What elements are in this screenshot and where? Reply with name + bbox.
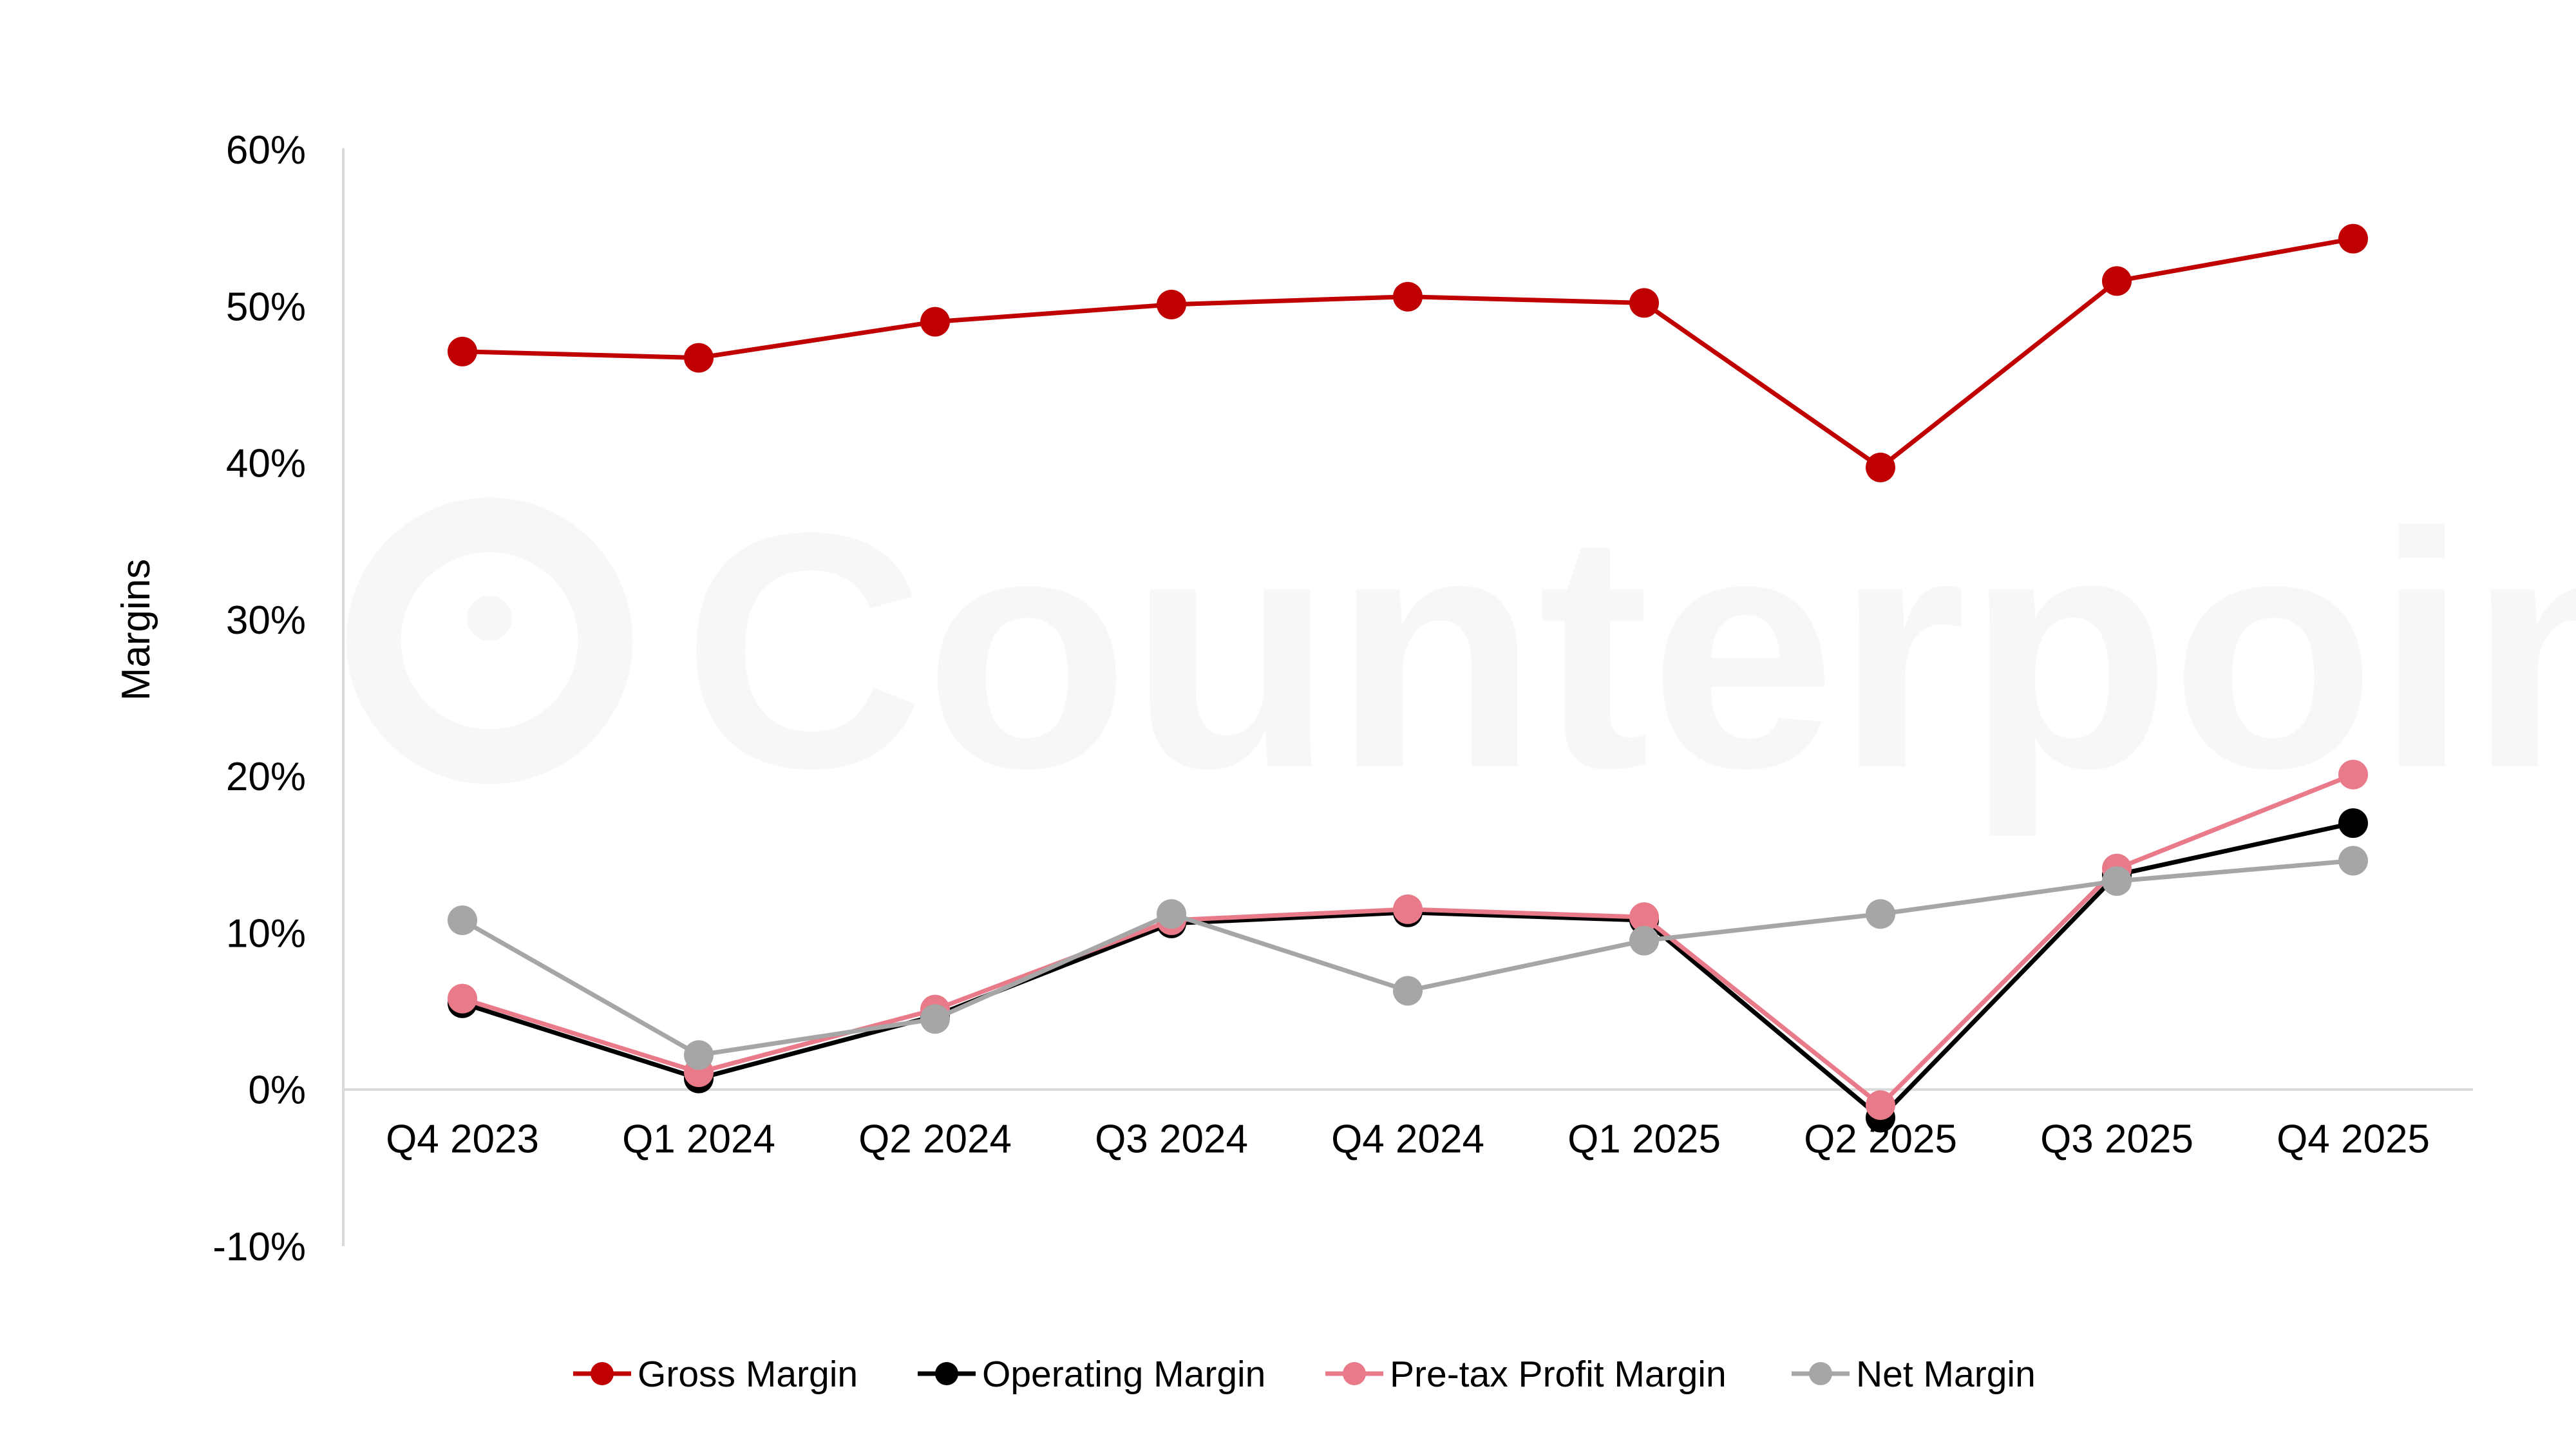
legend-label: Pre-tax Profit Margin [1390, 1354, 1727, 1395]
series-gross-margin [448, 223, 2368, 482]
x-tick-label: Q1 2025 [1567, 1117, 1721, 1162]
data-point [2102, 266, 2132, 296]
watermark-logo-ring [346, 497, 633, 784]
y-tick-label: 0% [248, 1068, 306, 1113]
data-point [1393, 281, 1423, 312]
y-tick-label: 60% [226, 128, 306, 173]
x-tick-label: Q3 2024 [1095, 1117, 1248, 1162]
legend-item: Net Margin [1792, 1354, 2036, 1395]
legend-item: Gross Margin [573, 1354, 858, 1395]
data-point [920, 1004, 950, 1034]
data-point [2338, 846, 2368, 876]
data-point [448, 905, 477, 935]
series-line [460, 236, 2356, 470]
data-point [684, 343, 714, 373]
data-point [920, 307, 950, 337]
x-tick-label: Q4 2025 [2277, 1117, 2430, 1162]
legend-item: Operating Margin [918, 1354, 1265, 1395]
legend-marker [1809, 1362, 1832, 1385]
x-tick-label: Q2 2024 [858, 1117, 1012, 1162]
legend-label: Gross Margin [638, 1354, 858, 1395]
x-tick-label: Q1 2024 [622, 1117, 775, 1162]
data-point [1629, 288, 1659, 318]
legend-label: Net Margin [1856, 1354, 2036, 1395]
watermark: Counterpoint [346, 464, 2576, 840]
data-point [1866, 899, 1895, 929]
watermark-text: Counterpoint [683, 464, 2576, 840]
data-point [448, 983, 477, 1014]
legend-label: Operating Margin [982, 1354, 1265, 1395]
series-layer [448, 223, 2368, 1133]
x-tick-label: Q4 2023 [386, 1117, 539, 1162]
y-tick-label: 30% [226, 598, 306, 643]
x-tick-labels: Q4 2023 Q1 2024 Q2 2024 Q3 2024 Q4 2024 Q1 20… [386, 1117, 2430, 1162]
data-point [2338, 223, 2368, 254]
legend: Gross Margin Operating Margin Pre-tax Prof… [573, 1354, 2036, 1395]
y-tick-label: 50% [226, 285, 306, 329]
data-point [2102, 866, 2132, 896]
x-tick-label: Q3 2025 [2040, 1117, 2193, 1162]
data-point [1393, 894, 1423, 924]
legend-marker [591, 1362, 614, 1385]
legend-item: Pre-tax Profit Margin [1325, 1354, 1727, 1395]
data-point [2338, 808, 2368, 838]
y-tick-label: 40% [226, 442, 306, 486]
watermark-logo-dot [467, 596, 512, 641]
legend-marker [1343, 1362, 1366, 1385]
data-point [684, 1040, 714, 1070]
data-point [448, 336, 477, 366]
data-point [1629, 902, 1659, 933]
x-tick-label: Q4 2024 [1331, 1117, 1484, 1162]
y-tick-label: -10% [213, 1225, 306, 1269]
data-point [1866, 1090, 1895, 1121]
data-point [1157, 289, 1186, 319]
y-axis-title: Margins [114, 559, 158, 701]
series-operating-margin [448, 808, 2368, 1133]
data-point [1866, 452, 1895, 482]
data-point [1629, 925, 1659, 956]
series-line [460, 820, 2356, 1121]
series-net-margin [448, 846, 2368, 1070]
data-point [1393, 976, 1423, 1006]
y-tick-labels: -10% 0% 10% 20% 30% 40% 50% 60% [213, 128, 306, 1269]
y-tick-label: 20% [226, 755, 306, 799]
series-line [460, 858, 2356, 1057]
legend-marker [935, 1362, 958, 1385]
y-tick-label: 10% [226, 911, 306, 956]
data-point [2338, 759, 2368, 790]
data-point [1157, 899, 1186, 929]
